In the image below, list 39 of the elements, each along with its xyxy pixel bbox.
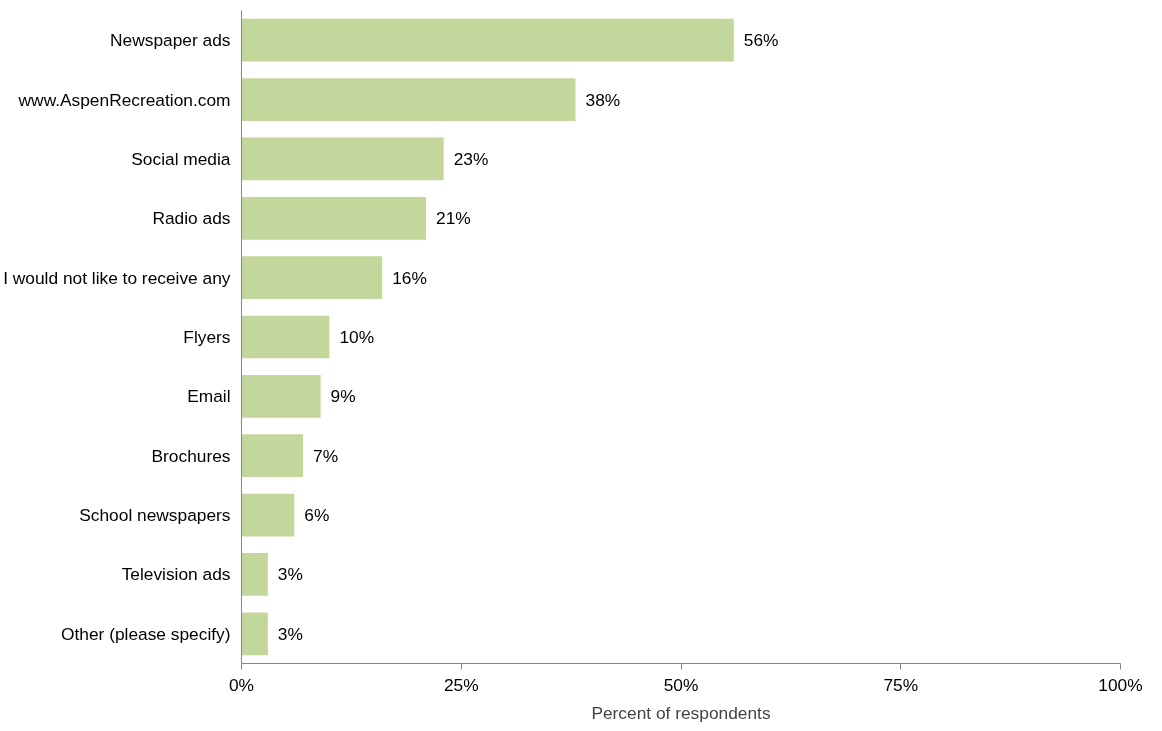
y-tick-label: Newspaper ads [110, 30, 231, 51]
bar [241, 315, 330, 359]
data-label: 21% [436, 208, 471, 229]
bar [241, 18, 734, 62]
bar [241, 256, 383, 300]
data-label: 9% [330, 386, 356, 407]
data-label: 6% [304, 505, 330, 526]
x-tick-label: 75% [883, 674, 919, 695]
y-tick-label: Email [187, 386, 231, 407]
data-label: 16% [392, 267, 427, 288]
y-tick-label: I would not like to receive any [3, 267, 231, 288]
y-tick-label: Brochures [151, 445, 231, 466]
y-tick-label: Radio ads [152, 208, 231, 229]
y-tick-label: Television ads [121, 564, 231, 585]
x-axis-title: Percent of respondents [591, 702, 771, 723]
y-tick-label: School newspapers [79, 505, 231, 526]
data-label: 3% [277, 623, 303, 644]
bar [241, 374, 321, 418]
y-tick-label: www.AspenRecreation.com [17, 89, 231, 110]
data-label: 10% [339, 327, 375, 347]
data-label: 56% [743, 30, 779, 51]
data-label: 7% [313, 445, 339, 466]
data-label: 38% [585, 89, 621, 110]
y-tick-label: Flyers [183, 327, 231, 347]
bar [241, 196, 427, 240]
y-tick-label: Social media [131, 148, 231, 169]
bar [241, 78, 576, 121]
x-tick-label: 0% [228, 674, 255, 695]
bar [241, 434, 304, 478]
bar [241, 612, 268, 656]
x-tick-label: 100% [1098, 674, 1143, 695]
bar [241, 493, 295, 537]
bar [241, 553, 268, 596]
x-tick-label: 50% [663, 674, 699, 695]
bar [241, 137, 444, 181]
data-label: 23% [453, 148, 489, 169]
x-tick-label: 25% [443, 674, 479, 695]
data-label: 3% [277, 564, 303, 585]
y-tick-label: Other (please specify) [61, 623, 231, 644]
